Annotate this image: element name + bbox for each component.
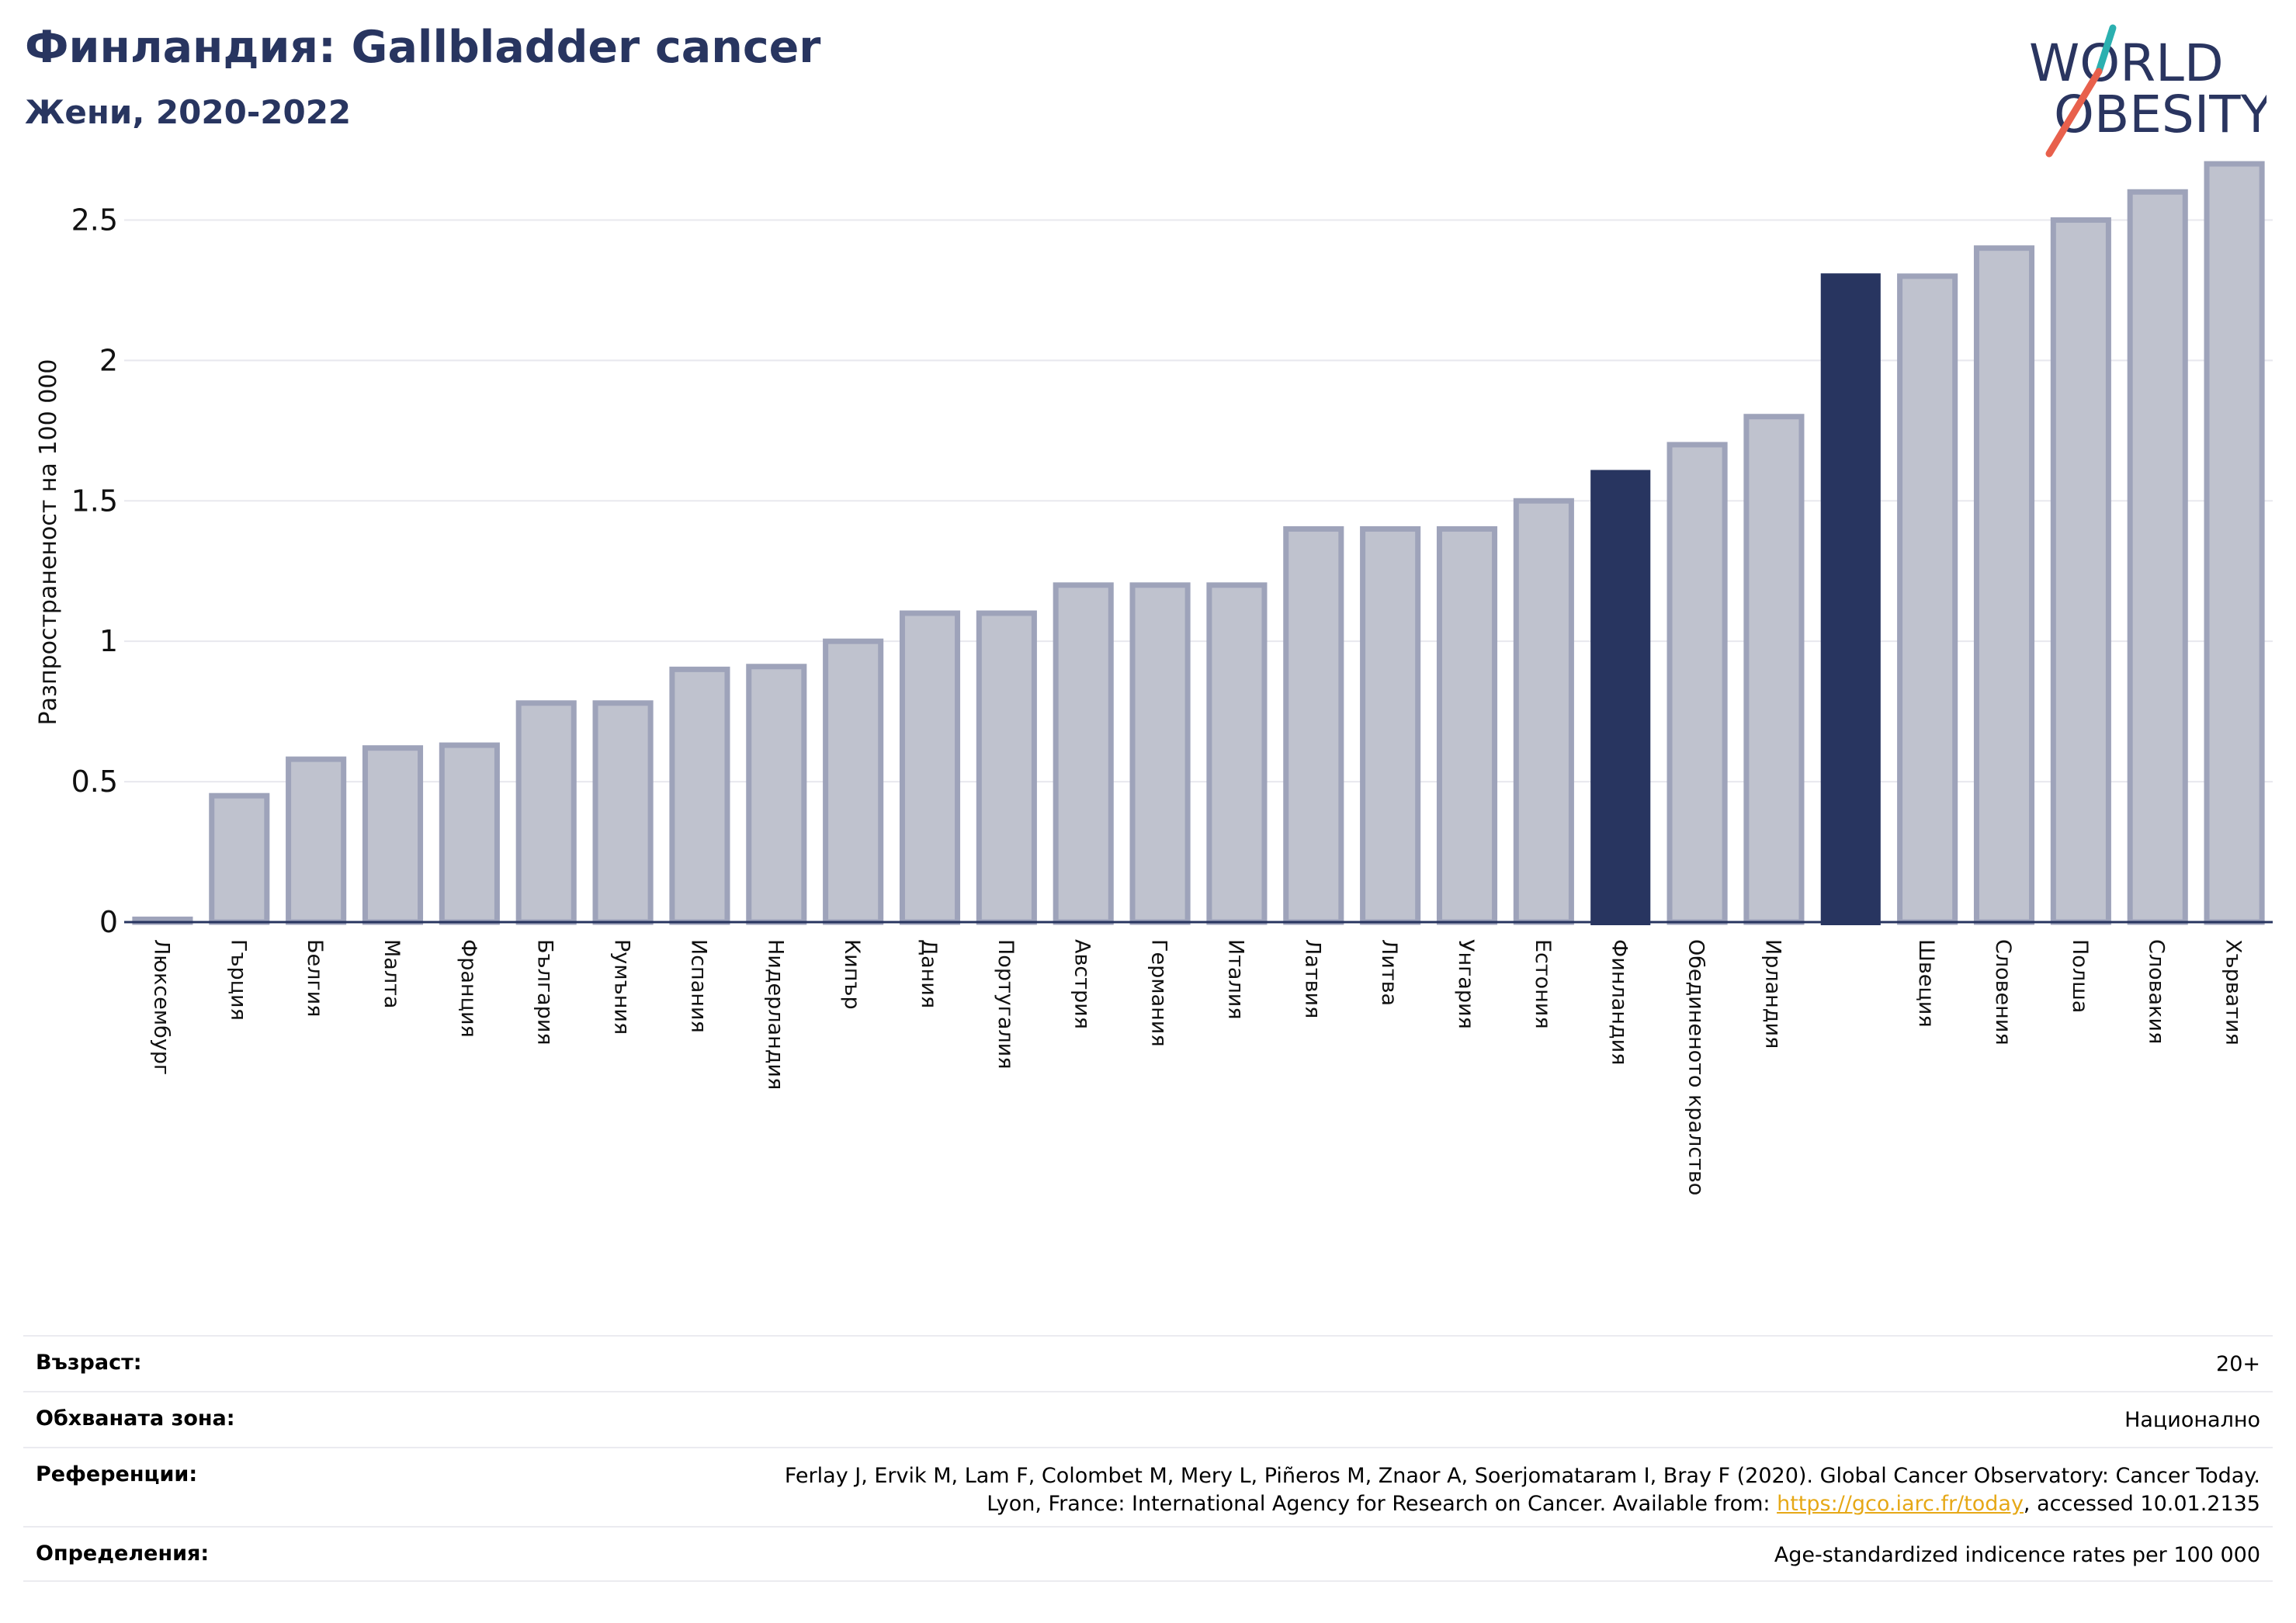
bar [439, 742, 500, 925]
bar-highlighted [1590, 470, 1651, 925]
y-tick-label: 0 [99, 905, 118, 939]
category-label: Полша [2068, 939, 2092, 1013]
category-label: Финландия [1608, 939, 1632, 1065]
y-axis-label: Разпространеност на 100 000 [35, 359, 62, 726]
meta-row-definitions: Определения: Age-standardized indicence … [23, 1526, 2273, 1582]
metadata-table: Възраст: 20+ Обхваната зона: Национално … [23, 1335, 2273, 1582]
category-label: Румъния [610, 939, 634, 1035]
bar [209, 792, 270, 925]
category-label: Швеция [1914, 939, 1938, 1028]
bar [1206, 582, 1268, 925]
category-label: Гърция [226, 939, 250, 1021]
logo-text-world: WORLD [2029, 33, 2224, 93]
category-label: Унгария [1454, 939, 1478, 1029]
category-label: Германия [1147, 939, 1171, 1047]
category-label: Нидерландия [763, 939, 787, 1090]
bar [362, 745, 424, 925]
coverage-value: Национално [2124, 1408, 2260, 1432]
gco-link[interactable]: https://gco.iarc.fr/today [1777, 1492, 2024, 1516]
y-tick-label: 0.5 [71, 765, 118, 799]
y-tick-label: 1.5 [71, 484, 118, 518]
y-tick-label: 2 [99, 343, 118, 377]
references-line-2: Lyon, France: International Agency for R… [785, 1490, 2260, 1518]
category-label: Словения [1991, 939, 2015, 1046]
category-label: Португалия [994, 939, 1018, 1069]
references-value: Ferlay J, Ervik M, Lam F, Colombet M, Me… [785, 1462, 2273, 1518]
bar-highlighted [1820, 273, 1881, 925]
references-line-2-pre: Lyon, France: International Agency for R… [987, 1492, 1777, 1516]
bar [823, 638, 884, 925]
meta-row-references: Референции: Ferlay J, Ervik M, Lam F, Co… [23, 1447, 2273, 1526]
category-label: Франция [456, 939, 480, 1038]
bar [1129, 582, 1191, 925]
category-labels: Люксембург Гърция Белгия Малта Франция Българ… [149, 939, 2245, 1195]
references-line-1: Ferlay J, Ervik M, Lam F, Colombet M, Me… [784, 1464, 2260, 1488]
meta-row-coverage: Обхваната зона: Национално [23, 1391, 2273, 1447]
category-label: Естония [1531, 939, 1555, 1029]
category-label: Обединеното кралство [1684, 939, 1708, 1195]
category-label: Кипър [840, 939, 864, 1010]
bar [1283, 525, 1344, 925]
axes: 0 0.5 1 1.5 2 2.5 Разпространеност на 100 000 [35, 203, 2273, 939]
category-label: Литва [1377, 939, 1401, 1006]
bar [286, 756, 347, 925]
bar [1667, 442, 1728, 925]
references-label: Референции: [36, 1462, 198, 1486]
bar [2204, 161, 2265, 925]
bar [2127, 189, 2188, 925]
page-title: Финландия: Gallbladder cancer [25, 22, 821, 73]
bar [1360, 525, 1421, 925]
bar [592, 700, 654, 925]
bar [746, 664, 807, 925]
category-label: Испания [686, 939, 710, 1033]
bar [1513, 498, 1574, 925]
category-label: Белгия [303, 939, 327, 1017]
page-subtitle: Жени, 2020-2022 [25, 93, 352, 131]
meta-row-age: Възраст: 20+ [23, 1335, 2273, 1391]
category-label: Хърватия [2221, 939, 2246, 1046]
bar [2050, 217, 2111, 925]
category-label: Латвия [1300, 939, 1324, 1018]
logo-slash-coral [2045, 68, 2103, 158]
category-label: Малта [380, 939, 404, 1008]
bar [515, 700, 577, 925]
bar [976, 610, 1037, 925]
category-label: Дания [917, 939, 941, 1008]
logo-text-obesity: OBESITY [2054, 85, 2267, 144]
category-label: Италия [1223, 939, 1247, 1020]
category-label: Люксембург [149, 939, 173, 1075]
bar [1436, 525, 1498, 925]
bar [1053, 582, 1114, 925]
category-label: България [533, 939, 557, 1046]
age-value: 20+ [2216, 1352, 2260, 1376]
bars [132, 161, 2265, 925]
definitions-label: Определения: [36, 1542, 210, 1566]
bar [899, 610, 961, 925]
world-obesity-logo: WORLD OBESITY [2029, 24, 2267, 158]
category-label: Австрия [1070, 939, 1094, 1029]
logo-slash-teal [2095, 24, 2117, 75]
coverage-label: Обхваната зона: [36, 1406, 235, 1431]
bar [1897, 273, 1958, 925]
category-label: Словакия [2145, 939, 2169, 1044]
definitions-value: Age-standardized indicence rates per 100… [1774, 1543, 2260, 1567]
age-label: Възраст: [36, 1351, 142, 1375]
category-label: Ирландия [1760, 939, 1784, 1049]
bar [669, 666, 730, 925]
bar [1743, 414, 1805, 925]
y-tick-label: 1 [99, 624, 118, 658]
references-line-2-post: , accessed 10.01.2135 [2023, 1492, 2260, 1516]
bar [1973, 245, 2035, 925]
y-tick-label: 2.5 [71, 203, 118, 237]
